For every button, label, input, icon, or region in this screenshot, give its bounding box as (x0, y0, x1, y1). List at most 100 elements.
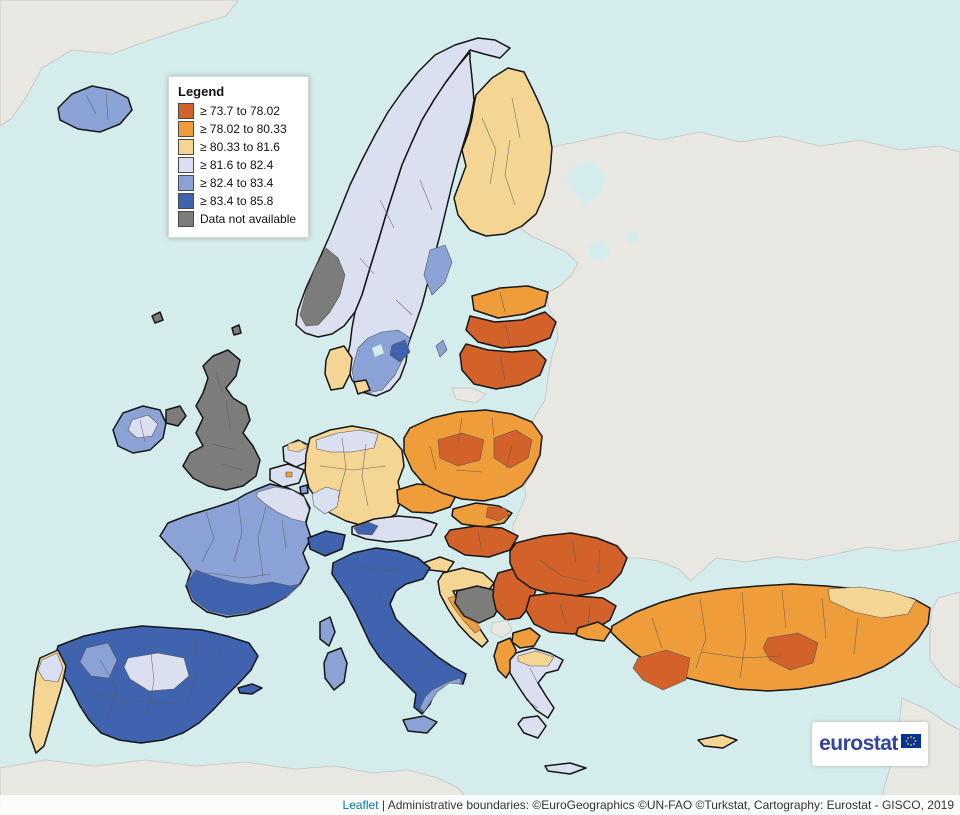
region-germany-southwest[interactable] (311, 486, 341, 515)
region-sweden-east[interactable] (423, 244, 453, 296)
nuts-lines-romania (539, 539, 601, 582)
region-finland[interactable] (453, 67, 553, 237)
nuts-lines-uk (211, 371, 243, 471)
land-kaliningrad (451, 387, 487, 404)
region-sardinia[interactable] (323, 647, 348, 691)
region-romania[interactable] (509, 532, 628, 597)
region-germany-north[interactable] (315, 429, 379, 453)
region-sicily[interactable] (402, 715, 438, 734)
region-brussels[interactable] (285, 471, 293, 478)
region-hungary[interactable] (444, 525, 519, 558)
region-slovakia-east[interactable] (485, 506, 510, 522)
region-crete[interactable] (544, 762, 587, 775)
legend-row: ≥ 81.6 to 82.4 (178, 157, 296, 173)
region-sweden[interactable] (345, 51, 475, 397)
region-sweden-far-south[interactable] (389, 339, 411, 363)
legend-swatch-4 (178, 175, 194, 191)
region-turkey-east[interactable] (762, 632, 819, 671)
nuts-lines-italy (359, 565, 433, 669)
legend-label-3: ≥ 81.6 to 82.4 (200, 158, 274, 172)
region-faroe[interactable] (151, 311, 164, 324)
region-netherlands-north[interactable] (287, 440, 309, 453)
region-corsica[interactable] (319, 616, 336, 647)
land-greenland (0, 0, 239, 127)
region-greece[interactable] (509, 647, 564, 719)
region-turkey-south[interactable] (632, 649, 691, 691)
region-shetland[interactable] (231, 324, 242, 336)
nuts-lines-germany (319, 437, 387, 507)
eurostat-logo: eurostat (812, 722, 928, 766)
region-ireland-midlands[interactable] (127, 414, 159, 439)
leaflet-link[interactable]: Leaflet (342, 798, 379, 812)
lake-vanern (372, 344, 384, 357)
land-caucasus (929, 591, 960, 689)
region-bosnia[interactable] (454, 585, 502, 624)
nuts-lines-poland (429, 417, 513, 473)
legend-swatch-0 (178, 103, 194, 119)
legend-label-5: ≥ 83.4 to 85.8 (200, 194, 274, 208)
region-greece-peloponnese[interactable] (517, 715, 547, 739)
region-denmark[interactable] (324, 345, 353, 391)
legend-row: ≥ 80.33 to 81.6 (178, 139, 296, 155)
region-spain-center[interactable] (123, 652, 190, 692)
region-italy[interactable] (331, 547, 467, 715)
region-spain-west[interactable] (79, 642, 118, 679)
region-france-northeast[interactable] (255, 486, 310, 523)
region-italy-south[interactable] (419, 677, 463, 713)
legend-row: ≥ 83.4 to 85.8 (178, 193, 296, 209)
region-austria-west[interactable] (353, 521, 379, 536)
region-austria[interactable] (351, 515, 438, 543)
legend-row: Data not available (178, 211, 296, 227)
region-denmark-islands[interactable] (353, 379, 371, 395)
nuts-lines-france (189, 499, 287, 579)
region-portugal-north[interactable] (37, 652, 64, 683)
legend-swatch-6 (178, 211, 194, 227)
eu-flag-icon (900, 734, 921, 748)
lake-onega (625, 230, 640, 245)
region-iceland[interactable] (57, 85, 133, 133)
nuts-lines-scandinavia (359, 97, 521, 316)
region-northern-ireland[interactable] (165, 405, 187, 427)
region-lithuania[interactable] (459, 343, 547, 390)
region-poland-center[interactable] (437, 432, 485, 467)
region-poland-east[interactable] (493, 429, 533, 469)
region-estonia[interactable] (471, 285, 549, 319)
region-balearics[interactable] (237, 683, 263, 695)
region-latvia[interactable] (465, 311, 557, 349)
legend-label-4: ≥ 82.4 to 83.4 (200, 176, 274, 190)
legend-row: ≥ 73.7 to 78.02 (178, 103, 296, 119)
legend-swatch-3 (178, 157, 194, 173)
nuts-lines-turkey (651, 589, 859, 679)
legend-row: ≥ 82.4 to 83.4 (178, 175, 296, 191)
nuts-lines-spain (85, 637, 223, 719)
eurostat-logo-text: eurostat (819, 732, 898, 755)
land-russia (511, 131, 960, 582)
region-france-south[interactable] (185, 569, 301, 616)
region-cyprus[interactable] (697, 734, 738, 749)
legend-label-1: ≥ 78.02 to 80.33 (200, 122, 287, 136)
region-switzerland[interactable] (307, 530, 346, 557)
legend-label-0: ≥ 73.7 to 78.02 (200, 104, 280, 118)
region-uk[interactable] (182, 349, 261, 491)
nuts-lines-baltics (85, 91, 511, 443)
region-greece-north[interactable] (517, 650, 555, 667)
region-turkey-northeast[interactable] (827, 586, 917, 619)
legend-label-2: ≥ 80.33 to 81.6 (200, 140, 280, 154)
region-north-macedonia[interactable] (511, 627, 541, 649)
attribution-bar: Leaflet | Administrative boundaries: ©Eu… (0, 795, 960, 815)
white-sea (566, 160, 606, 206)
region-montenegro (490, 619, 513, 639)
attribution-separator: | (378, 798, 388, 812)
region-norway-southwest[interactable] (299, 247, 346, 327)
nuts-lines-balkans (477, 531, 591, 709)
attribution-text: Administrative boundaries: ©EuroGeograph… (387, 798, 954, 812)
lake-ladoga (588, 240, 612, 262)
region-turkey-thrace[interactable] (575, 621, 612, 642)
region-gotland[interactable] (435, 339, 448, 358)
legend-swatch-2 (178, 139, 194, 155)
region-luxembourg[interactable] (299, 484, 309, 495)
legend-swatch-1 (178, 121, 194, 137)
legend-label-6: Data not available (200, 212, 297, 226)
